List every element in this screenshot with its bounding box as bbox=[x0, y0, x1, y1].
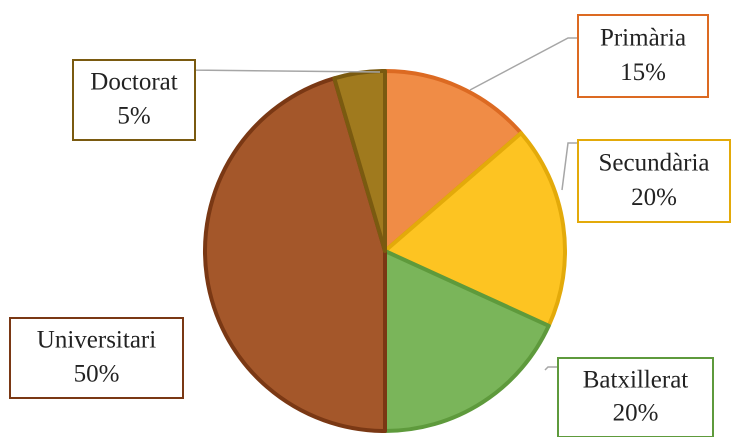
data-label: Batxillerat 20% bbox=[557, 357, 714, 437]
data-label: Secundària 20% bbox=[577, 139, 731, 223]
label-value: 50% bbox=[74, 360, 120, 387]
label-value: 15% bbox=[620, 59, 666, 86]
pie-slice bbox=[383, 131, 567, 328]
label-box bbox=[72, 59, 196, 141]
label-value: 20% bbox=[613, 400, 659, 427]
data-label: Primària 15% bbox=[577, 14, 709, 98]
label-box bbox=[557, 357, 714, 437]
pie-slice bbox=[383, 249, 551, 433]
label-box bbox=[577, 139, 731, 223]
label-box bbox=[577, 14, 709, 98]
pie-slice bbox=[332, 69, 387, 253]
label-name: Batxillerat bbox=[583, 366, 689, 393]
leader-line bbox=[544, 366, 558, 371]
label-box bbox=[9, 317, 184, 399]
leader-line bbox=[561, 142, 578, 191]
label-name: Secundària bbox=[598, 149, 709, 176]
label-name: Doctorat bbox=[90, 69, 178, 96]
leader-line bbox=[469, 37, 578, 91]
data-label: Doctorat 5% bbox=[72, 59, 196, 141]
label-name: Primària bbox=[600, 24, 686, 51]
pie-slice bbox=[383, 69, 524, 253]
data-label: Universitari 50% bbox=[9, 317, 184, 399]
leader-line bbox=[184, 69, 381, 73]
label-value: 5% bbox=[117, 102, 150, 129]
pie-slice bbox=[203, 76, 387, 433]
label-name: Universitari bbox=[37, 327, 156, 354]
label-value: 20% bbox=[631, 184, 677, 211]
